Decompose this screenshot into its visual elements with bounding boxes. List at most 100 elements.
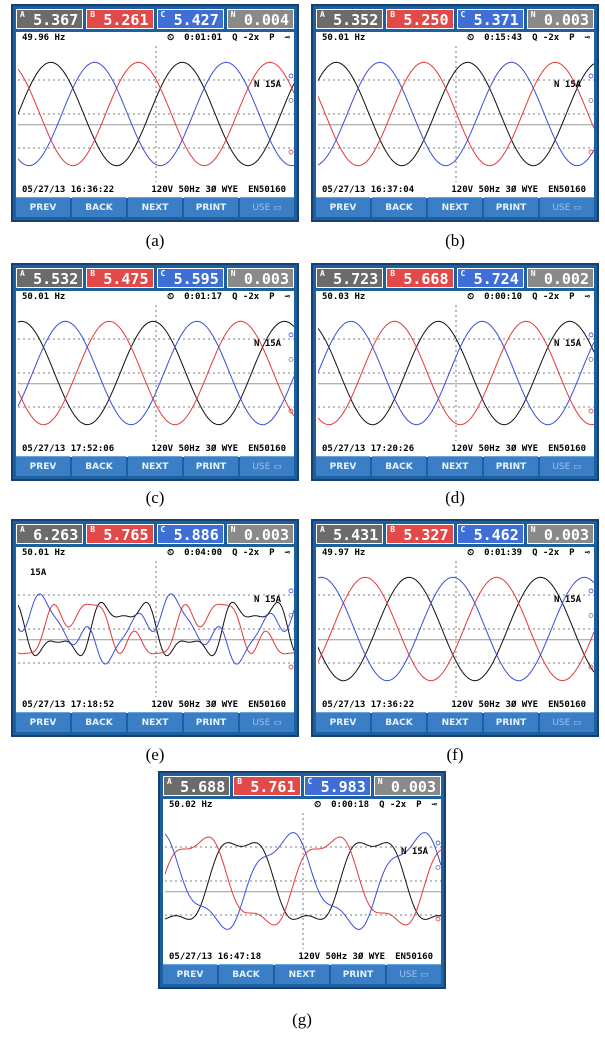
fkey-next-button[interactable]: NEXT — [128, 456, 182, 476]
current-readings-bar: A5.367 AB5.261 AC5.427 AN0.004 A — [16, 9, 294, 49]
waveform-plot: N 15A — [318, 561, 594, 697]
phase-end-markers — [288, 588, 294, 670]
phase-label: C — [460, 10, 466, 19]
fkey-back-button[interactable]: BACK — [372, 197, 426, 217]
fkey-next-button[interactable]: NEXT — [275, 964, 329, 984]
mode-indicator: P — [416, 800, 422, 810]
fkey-next-button[interactable]: NEXT — [428, 456, 482, 476]
phase-label: C — [160, 269, 166, 278]
fkey-back-button[interactable]: BACK — [72, 712, 126, 732]
current-readings-bar: A5.431 AB5.327 AC5.462 AN0.003 A — [316, 524, 594, 564]
elapsed-time: 0:01:17 — [184, 292, 223, 302]
fkey-next-button[interactable]: NEXT — [128, 712, 182, 732]
phase-reading-c: C5.427 A — [156, 9, 224, 49]
fkey-prev-button[interactable]: PREV — [16, 456, 70, 476]
fkey-next-button[interactable]: NEXT — [428, 197, 482, 217]
phase-label: B — [237, 777, 243, 786]
fkey-back-button[interactable]: BACK — [219, 964, 273, 984]
function-keys: PREV BACK NEXT PRINT USE ▭ — [16, 456, 294, 476]
elapsed-time: 0:01:39 — [484, 548, 523, 558]
fkey-next-button[interactable]: NEXT — [428, 712, 482, 732]
frequency-value: 49.96 Hz — [22, 33, 66, 43]
fkey-prev-button[interactable]: PREV — [16, 197, 70, 217]
info-line: 05/27/13 16:36:22 120V 50Hz 3Ø WYE EN50160 — [18, 185, 292, 197]
phase-label: C — [307, 777, 313, 786]
phase-reading-n: N0.003 A — [373, 776, 441, 816]
fkey-print-button[interactable]: PRINT — [184, 712, 238, 732]
scale-label: N 15A — [254, 80, 282, 90]
plug-icon: ⊸ — [584, 292, 590, 302]
phase-label: C — [460, 269, 466, 278]
phase-c-waveform — [18, 61, 294, 167]
phase-reading-b: B5.765 A — [86, 524, 154, 564]
mode-indicator: P — [569, 548, 575, 558]
status-line: 50.01 Hz ⏲ 0:01:17 Q -2x P ⊸ — [18, 292, 292, 304]
standard-label: EN50160 — [548, 700, 586, 710]
phase-label: B — [390, 10, 396, 19]
timer-icon: ⏲ — [167, 292, 175, 302]
phase-b-waveform — [18, 603, 294, 655]
mode-indicator: P — [269, 548, 275, 558]
fkey-back-button[interactable]: BACK — [72, 456, 126, 476]
current-readings-bar: A5.688 AB5.761 AC5.983 AN0.003 A — [163, 776, 441, 816]
fkey-back-button[interactable]: BACK — [72, 197, 126, 217]
fkey-back-button[interactable]: BACK — [372, 456, 426, 476]
fkey-prev-button[interactable]: PREV — [16, 712, 70, 732]
scale-label: N 15A — [554, 595, 582, 605]
phase-a-waveform — [18, 320, 294, 426]
phase-c-waveform — [18, 593, 294, 665]
panel-caption: (g) — [292, 1010, 312, 1029]
phase-a-waveform — [318, 61, 594, 167]
phase-reading-a: A5.431 A — [316, 524, 384, 564]
elapsed-time: 0:15:43 — [484, 33, 523, 43]
fkey-use-button[interactable]: USE ▭ — [240, 712, 294, 732]
current-readings-bar: A6.263 AB5.765 AC5.886 AN0.003 A — [16, 524, 294, 564]
phase-label: A — [320, 525, 325, 534]
phase-label: B — [90, 269, 96, 278]
status-right: ⏲ 0:01:39 Q -2x P ⊸ — [467, 548, 590, 558]
fkey-print-button[interactable]: PRINT — [484, 712, 538, 732]
scope-grid — [318, 305, 594, 441]
fkey-print-button[interactable]: PRINT — [484, 197, 538, 217]
phase-a-waveform — [318, 576, 594, 682]
fkey-print-button[interactable]: PRINT — [484, 456, 538, 476]
fkey-print-button[interactable]: PRINT — [184, 197, 238, 217]
phase-b-waveform — [318, 576, 594, 682]
fkey-print-button[interactable]: PRINT — [331, 964, 385, 984]
phase-reading-b: B5.261 A — [86, 9, 154, 49]
fkey-prev-button[interactable]: PREV — [316, 712, 370, 732]
fkey-prev-button[interactable]: PREV — [316, 197, 370, 217]
timestamp: 05/27/13 17:20:26 — [322, 444, 415, 454]
fkey-use-button[interactable]: USE ▭ — [540, 197, 594, 217]
fkey-print-button[interactable]: PRINT — [184, 456, 238, 476]
fkey-back-button[interactable]: BACK — [372, 712, 426, 732]
fkey-use-button[interactable]: USE ▭ — [387, 964, 441, 984]
status-line: 49.96 Hz ⏲ 0:01:01 Q -2x P ⊸ — [18, 33, 292, 45]
analyzer-screen: A5.688 AB5.761 AC5.983 AN0.003 A50.02 Hz… — [158, 771, 446, 989]
fkey-prev-button[interactable]: PREV — [163, 964, 217, 984]
fkey-use-button[interactable]: USE ▭ — [540, 712, 594, 732]
timer-icon: ⏲ — [314, 800, 322, 810]
phase-reading-c: C5.462 A — [456, 524, 524, 564]
fkey-prev-button[interactable]: PREV — [316, 456, 370, 476]
phase-reading-a: A5.532 A — [16, 268, 84, 308]
plug-icon: ⊸ — [284, 292, 290, 302]
status-line: 50.01 Hz ⏲ 0:15:43 Q -2x P ⊸ — [318, 33, 592, 45]
scope-grid — [165, 813, 441, 949]
phase-c-waveform — [318, 320, 594, 426]
phase-end-markers — [288, 73, 294, 155]
waveform-plot: N 15A 15A — [18, 561, 294, 697]
elapsed-time: 0:00:18 — [331, 800, 370, 810]
phase-b-waveform — [318, 320, 594, 426]
zoom-level: Q -2x — [532, 548, 560, 558]
fkey-next-button[interactable]: NEXT — [128, 197, 182, 217]
fkey-use-button[interactable]: USE ▭ — [240, 197, 294, 217]
phase-reading-n: N0.003 A — [226, 268, 294, 308]
phase-reading-a: A5.352 A — [316, 9, 384, 49]
fkey-use-button[interactable]: USE ▭ — [540, 456, 594, 476]
phase-label: C — [460, 525, 466, 534]
fkey-use-button[interactable]: USE ▭ — [240, 456, 294, 476]
phase-end-markers — [288, 332, 294, 414]
mode-indicator: P — [569, 33, 575, 43]
timer-icon: ⏲ — [167, 548, 175, 558]
